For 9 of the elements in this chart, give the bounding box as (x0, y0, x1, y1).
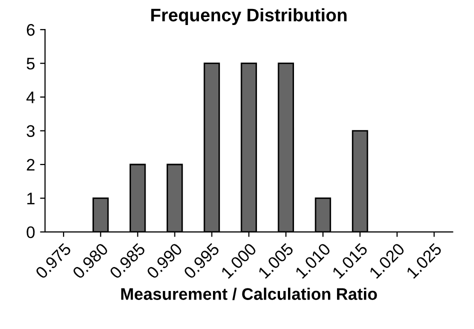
y-tick-label: 3 (26, 125, 35, 137)
chart-title: Frequency Distribution (151, 8, 347, 26)
x-axis-title: Measurement / Calculation Ratio (121, 288, 377, 300)
y-tick-label: 6 (26, 24, 35, 36)
y-tick-label: 1 (27, 192, 34, 204)
y-tick-label: 4 (26, 92, 35, 104)
y-tick-label: 5 (26, 58, 35, 70)
y-tick-label: 2 (26, 158, 34, 171)
y-tick-label: 0 (26, 226, 35, 238)
